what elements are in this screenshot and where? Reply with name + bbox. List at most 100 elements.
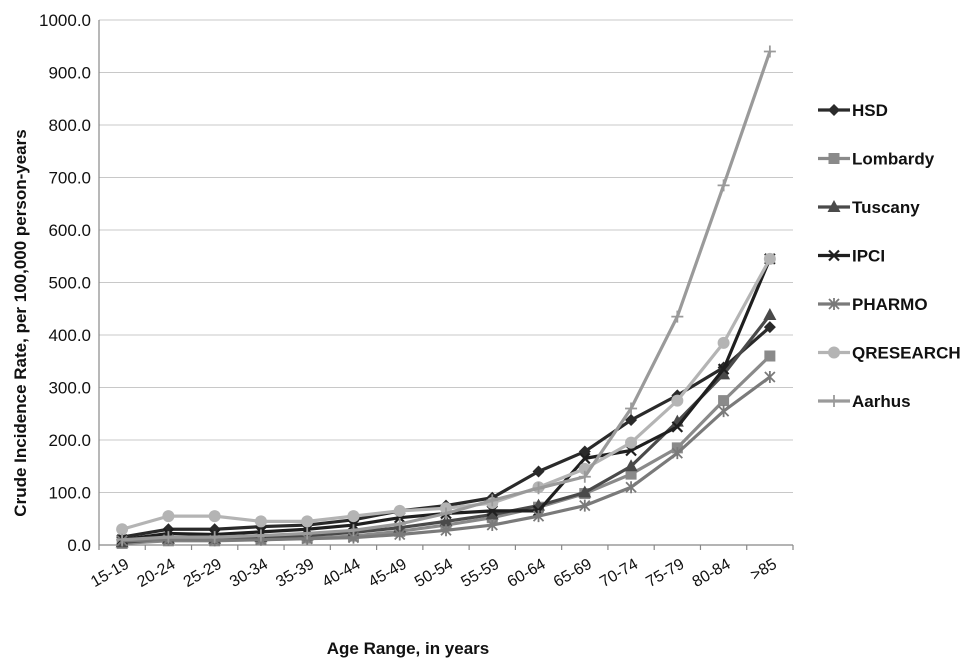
legend-label: QRESEARCH — [852, 344, 961, 363]
x-tick-labels: 15-19 20-24 25-29 30-34 35-39 40-44 45-49 50-54… — [88, 556, 780, 591]
data-point-pharmo — [671, 447, 683, 460]
data-point-aarhus — [671, 310, 684, 323]
data-point-pharmo — [579, 499, 591, 512]
y-tick-label: 300.0 — [48, 379, 91, 398]
y-tick-labels: 0.0 100.0 200.0 300.0 400.0 500.0 600.0 700.0 80… — [39, 11, 91, 555]
legend-item-hsd: HSD — [818, 101, 888, 120]
x-axis-title: Age Range, in years — [327, 639, 490, 658]
data-point-aarhus — [301, 527, 314, 540]
legend-item-lombardy: Lombardy — [818, 150, 935, 169]
legend-label: Tuscany — [852, 198, 920, 217]
gridlines — [99, 19, 793, 493]
data-point-tuscany — [717, 367, 731, 380]
data-point-aarhus — [347, 524, 360, 537]
x-tick-label: 35-39 — [273, 556, 317, 591]
x-tick-label: 25-29 — [181, 556, 225, 591]
legend-item-tuscany: Tuscany — [818, 198, 920, 217]
data-point-qresearch — [254, 515, 267, 528]
x-tick-label: 40-44 — [320, 556, 364, 591]
series-lines — [115, 45, 777, 549]
data-point-pharmo — [764, 371, 776, 383]
legend-marker — [828, 346, 840, 359]
data-point-aarhus — [393, 518, 406, 530]
legend-label: HSD — [852, 101, 888, 120]
x-tick-label: 65-69 — [551, 556, 595, 591]
legend-marker — [828, 153, 840, 164]
x-tick-label: 50-54 — [412, 556, 456, 591]
legend-marker — [828, 298, 840, 310]
y-tick-label: 500.0 — [48, 274, 91, 293]
legend-item-qresearch: QRESEARCH — [818, 344, 961, 363]
x-tick-label: 80-84 — [690, 556, 734, 591]
y-tick-label: 400.0 — [48, 326, 91, 345]
legend-item-pharmo: PHARMO — [818, 295, 928, 314]
data-point-pharmo — [717, 405, 730, 418]
legend-item-ipci: IPCI — [818, 247, 885, 266]
data-point-hsd — [532, 465, 545, 478]
y-tick-label: 0.0 — [67, 536, 91, 555]
legend-label: Lombardy — [852, 150, 935, 169]
data-point-qresearch — [671, 394, 684, 407]
data-point-tuscany — [578, 485, 592, 498]
x-tick-label: 55-59 — [458, 556, 502, 591]
data-point-ipci — [671, 421, 684, 433]
x-tick-label: 30-34 — [227, 556, 271, 591]
data-point-hsd — [625, 414, 638, 427]
data-point-qresearch — [625, 436, 638, 449]
legend-marker — [828, 249, 840, 262]
data-point-qresearch — [393, 504, 406, 517]
x-tick-label: >85 — [748, 556, 780, 584]
data-point-tuscany — [439, 514, 453, 527]
legend-label: Aarhus — [852, 392, 911, 411]
data-point-ipci — [579, 452, 591, 465]
data-point-aarhus — [116, 533, 129, 546]
data-point-pharmo — [394, 528, 406, 541]
y-tick-label: 1000.0 — [39, 11, 91, 30]
legend-label: IPCI — [852, 247, 885, 266]
data-point-aarhus — [532, 482, 545, 495]
data-point-hsd — [763, 321, 776, 334]
legend-marker — [828, 395, 840, 407]
y-tick-label: 200.0 — [48, 431, 91, 450]
series-pharmo — [116, 371, 776, 547]
data-point-aarhus — [717, 179, 730, 192]
data-point-tuscany — [624, 459, 638, 472]
data-point-pharmo — [625, 481, 637, 494]
data-point-qresearch — [162, 510, 175, 523]
series-aarhus — [116, 45, 776, 546]
data-point-pharmo — [532, 510, 545, 523]
data-point-aarhus — [440, 507, 452, 520]
data-point-aarhus — [208, 531, 221, 544]
x-tick-label: 15-19 — [88, 556, 132, 591]
legend-label: PHARMO — [852, 295, 928, 314]
y-tick-label: 700.0 — [48, 169, 91, 188]
x-tick-label: 75-79 — [643, 556, 687, 591]
data-point-ipci — [717, 363, 730, 375]
data-point-pharmo — [486, 519, 498, 532]
data-point-lombardy — [764, 350, 776, 362]
data-point-qresearch — [347, 510, 360, 523]
y-tick-label: 100.0 — [48, 484, 91, 503]
data-point-tuscany — [485, 507, 499, 520]
data-point-lombardy — [625, 468, 637, 480]
data-point-aarhus — [254, 529, 267, 542]
legend-marker — [828, 104, 840, 116]
x-tick-label: 20-24 — [134, 556, 178, 591]
y-tick-label: 900.0 — [48, 64, 91, 83]
data-point-qresearch — [763, 252, 776, 265]
x-tick-label: 60-64 — [505, 556, 549, 591]
legend-item-aarhus: Aarhus — [818, 392, 911, 411]
data-point-aarhus — [578, 470, 591, 483]
data-point-lombardy — [718, 395, 730, 407]
data-point-aarhus — [162, 531, 175, 544]
data-point-pharmo — [440, 524, 452, 537]
data-point-tuscany — [763, 308, 777, 321]
y-axis-title: Crude Incidence Rate, per 100,000 person… — [11, 129, 30, 516]
data-point-qresearch — [208, 510, 221, 523]
x-tick-label: 45-49 — [366, 556, 410, 591]
legend-marker — [827, 200, 841, 212]
data-point-aarhus — [763, 45, 776, 58]
y-tick-label: 600.0 — [48, 221, 91, 240]
data-point-qresearch — [717, 336, 730, 349]
